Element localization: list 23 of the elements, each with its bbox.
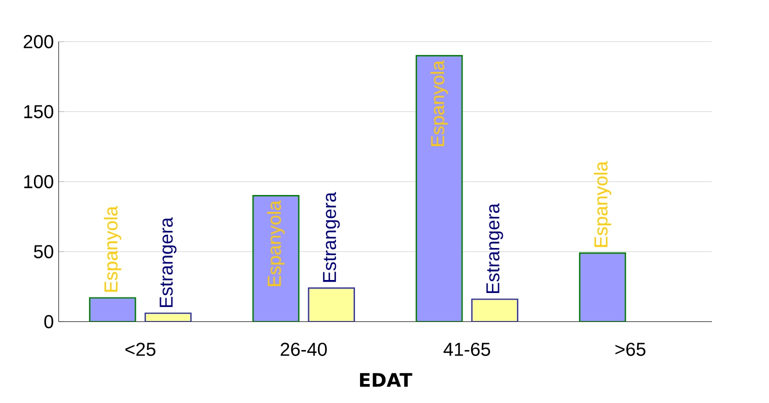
bar	[89, 297, 136, 322]
text: Estrangera	[323, 192, 340, 282]
bar	[252, 194, 300, 322]
text: Espanyola	[104, 206, 122, 292]
x-axis-title: EDAT	[360, 373, 412, 387]
text: Estrangera	[160, 217, 176, 308]
text: Espanyola	[267, 200, 285, 286]
text: Espanyola	[594, 161, 612, 247]
bar	[308, 287, 355, 322]
y-tick-label: 50	[34, 245, 54, 258]
x-tick-label: 26-40	[280, 342, 327, 356]
x-tick-label: <25	[125, 342, 156, 356]
y-tick-label: 150	[24, 105, 54, 118]
x-tick-label: >65	[615, 342, 646, 356]
text: Estrangera	[486, 203, 504, 294]
x-tick-label: 41-65	[444, 342, 490, 356]
y-tick-label: 0	[44, 315, 54, 328]
y-tick-label: 100	[24, 175, 54, 188]
series-label: Espanyola	[430, 60, 448, 146]
bar	[579, 252, 626, 322]
bar	[416, 54, 463, 322]
y-tick-label: 200	[24, 35, 54, 48]
bar	[471, 298, 518, 322]
